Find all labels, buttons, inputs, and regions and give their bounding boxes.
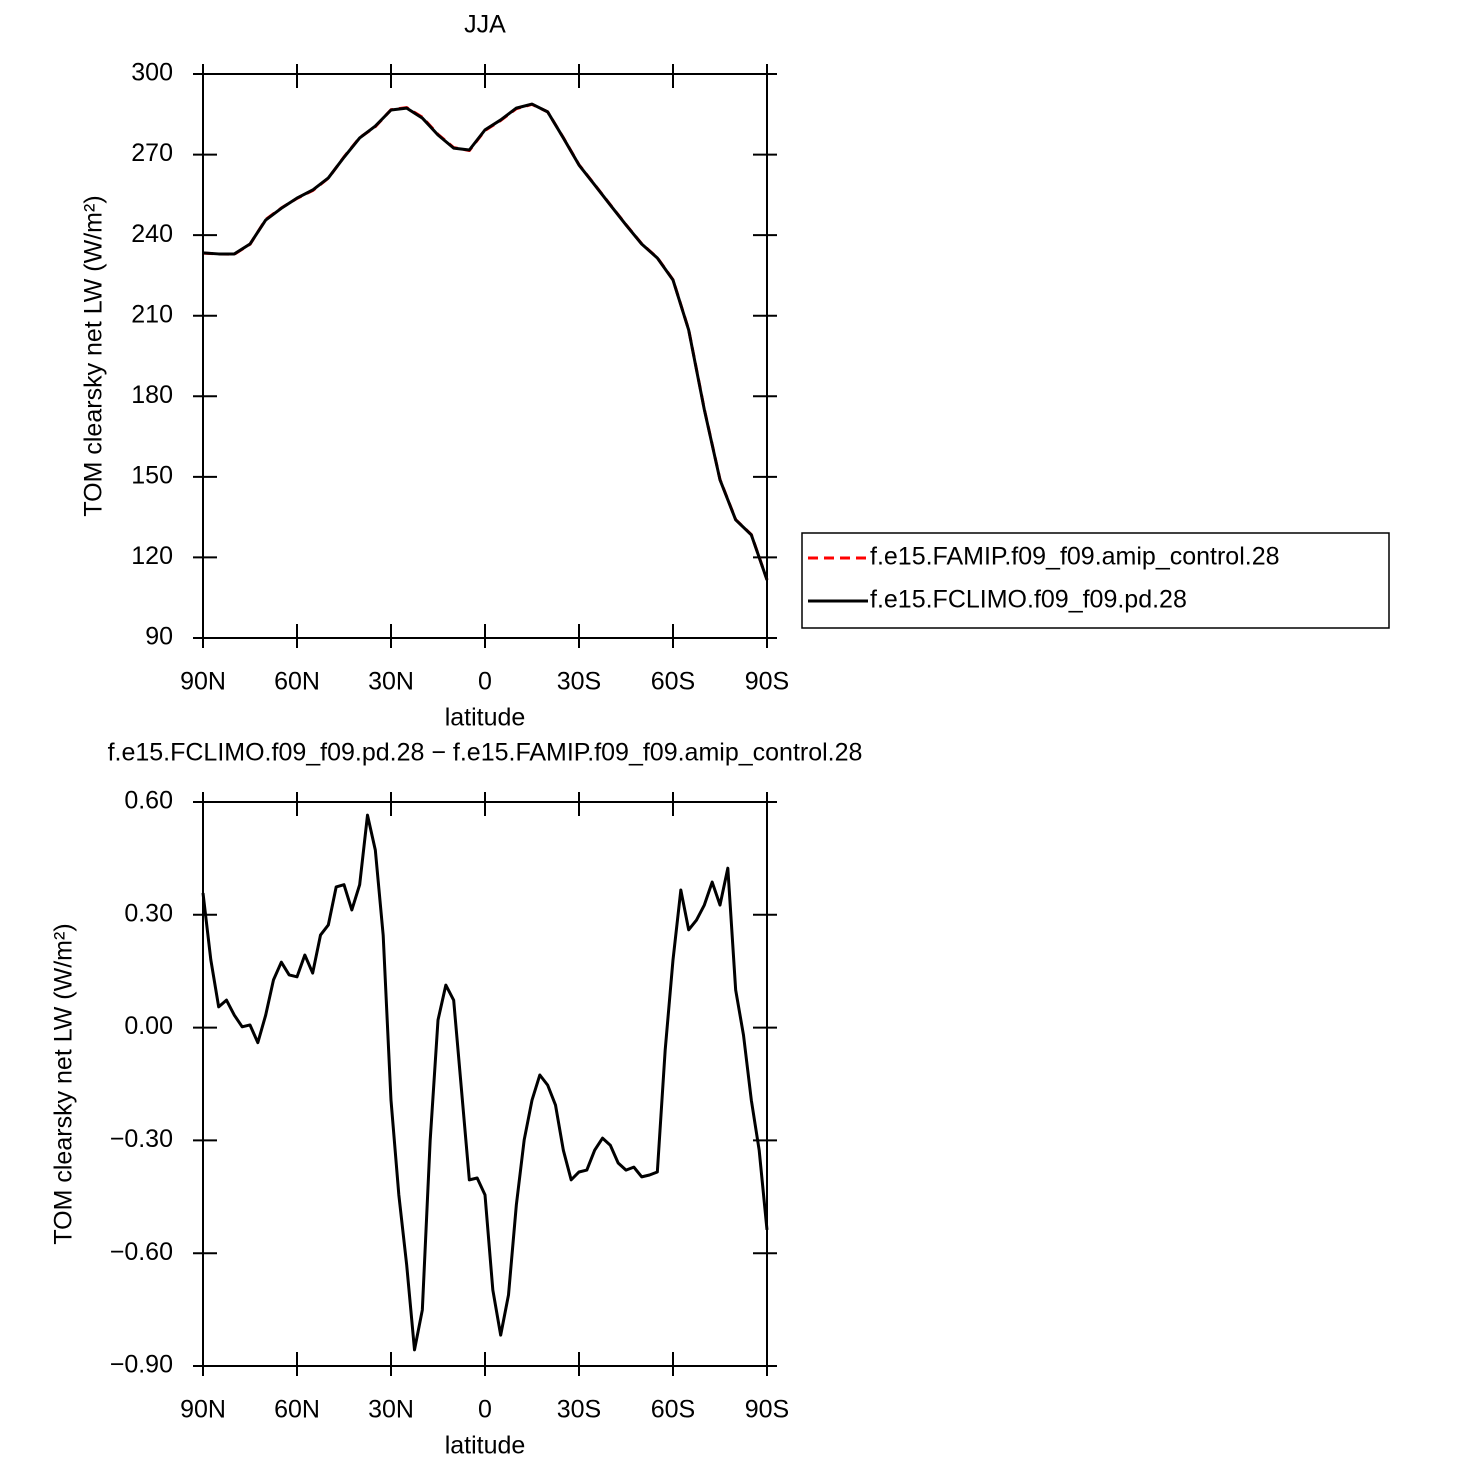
x-tick-label: 90S [745,1396,789,1424]
y-tick-label: 210 [131,300,173,328]
chart-title: f.e15.FCLIMO.f09_f09.pd.28 − f.e15.FAMIP… [108,739,863,767]
x-tick-label: 30N [368,668,414,696]
y-tick-label: 270 [131,139,173,167]
y-tick-label: 150 [131,461,173,489]
x-tick-label: 0 [478,1396,492,1424]
x-tick-label: 90N [180,668,226,696]
x-tick-label: 90N [180,1396,226,1424]
y-tick-label: 0.60 [124,787,173,815]
y-tick-label: 0.30 [124,899,173,927]
y-tick-label: 300 [131,59,173,87]
series-line [202,102,769,581]
x-tick-label: 60S [651,668,695,696]
x-tick-label: 0 [478,668,492,696]
x-tick-label: 30S [557,1396,601,1424]
x-tick-label: 60S [651,1396,695,1424]
y-tick-label: 180 [131,381,173,409]
y-tick-label: 120 [131,542,173,570]
x-tick-label: 60N [274,668,320,696]
x-axis-label: latitude [445,704,526,732]
plot-frame [202,801,768,1367]
series-line [201,813,769,1352]
legend-box [801,532,1390,629]
legend-label: f.e15.FAMIP.f09_f09.amip_control.28 [870,543,1280,571]
y-axis-label: TOM clearsky net LW (W/m²) [50,923,78,1244]
chart-title: JJA [464,11,506,39]
y-tick-label: 90 [145,623,173,651]
x-tick-label: 30N [368,1396,414,1424]
x-tick-label: 60N [274,1396,320,1424]
y-tick-label: −0.90 [110,1351,173,1379]
y-tick-label: 240 [131,220,173,248]
x-axis-label: latitude [445,1432,526,1460]
x-tick-label: 30S [557,668,601,696]
y-tick-label: −0.60 [110,1238,173,1266]
plot-frame [202,73,768,639]
series-line [202,102,769,581]
x-tick-label: 90S [745,668,789,696]
y-axis-label: TOM clearsky net LW (W/m²) [80,195,108,516]
legend-label: f.e15.FCLIMO.f09_f09.pd.28 [870,586,1187,614]
y-tick-label: 0.00 [124,1012,173,1040]
y-tick-label: −0.30 [110,1125,173,1153]
